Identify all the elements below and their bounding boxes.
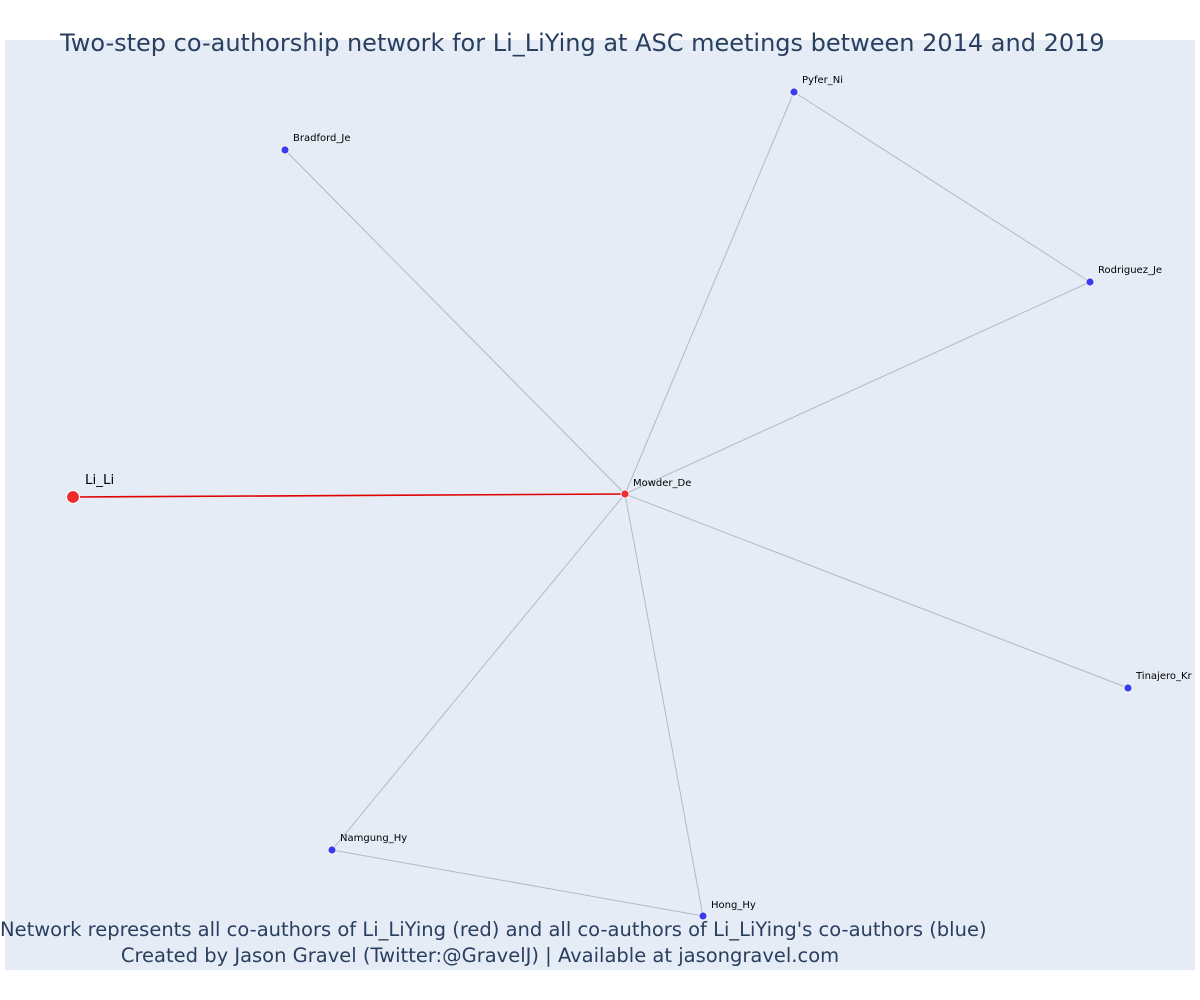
- edge-Mowder_De-Namgung_Hy: [331, 493, 626, 851]
- node-label-Pyfer_Ni: Pyfer_Ni: [802, 75, 843, 86]
- node-Rodriguez_Je[interactable]: [1085, 277, 1095, 287]
- node-Bradford_Je[interactable]: [280, 145, 290, 155]
- edge-Mowder_De-Bradford_Je: [284, 149, 626, 495]
- node-label-Mowder_De: Mowder_De: [633, 478, 691, 489]
- plot-background: [5, 40, 1195, 970]
- node-Li_Li[interactable]: [65, 489, 81, 505]
- edge-Pyfer_Ni-Rodriguez_Je: [793, 91, 1091, 283]
- node-Namgung_Hy[interactable]: [327, 845, 337, 855]
- edge-Mowder_De-Rodriguez_Je: [624, 281, 1091, 495]
- node-label-Li_Li: Li_Li: [85, 472, 114, 488]
- node-Mowder_De[interactable]: [620, 489, 630, 499]
- node-label-Namgung_Hy: Namgung_Hy: [340, 833, 407, 844]
- node-label-Rodriguez_Je: Rodriguez_Je: [1098, 265, 1162, 276]
- node-Pyfer_Ni[interactable]: [789, 87, 799, 97]
- node-label-Hong_Hy: Hong_Hy: [711, 900, 756, 911]
- edges-layer: [72, 91, 1129, 917]
- edge-Mowder_De-Tinajero_Kr: [624, 493, 1129, 689]
- node-Hong_Hy[interactable]: [698, 911, 708, 921]
- labels-layer: Li_Li Mowder_De Bradford_Je Pyfer_Ni Rodrigu…: [85, 75, 1193, 911]
- edge-Mowder_De-Hong_Hy: [624, 493, 704, 917]
- edge-Li_Li-Mowder_De: [72, 493, 626, 498]
- node-Tinajero_Kr[interactable]: [1123, 683, 1133, 693]
- node-label-Bradford_Je: Bradford_Je: [293, 133, 350, 144]
- node-label-Tinajero_Kr: Tinajero_Kr: [1135, 671, 1193, 682]
- caption-credit: Created by Jason Gravel (Twitter:@Gravel…: [120, 944, 840, 967]
- nodes-layer: [65, 87, 1133, 921]
- edge-Namgung_Hy-Hong_Hy: [331, 849, 704, 917]
- caption-description: Network represents all co-authors of Li_…: [0, 918, 987, 941]
- edge-Mowder_De-Pyfer_Ni: [624, 91, 795, 495]
- chart-title: Two-step co-authorship network for Li_Li…: [60, 29, 1105, 57]
